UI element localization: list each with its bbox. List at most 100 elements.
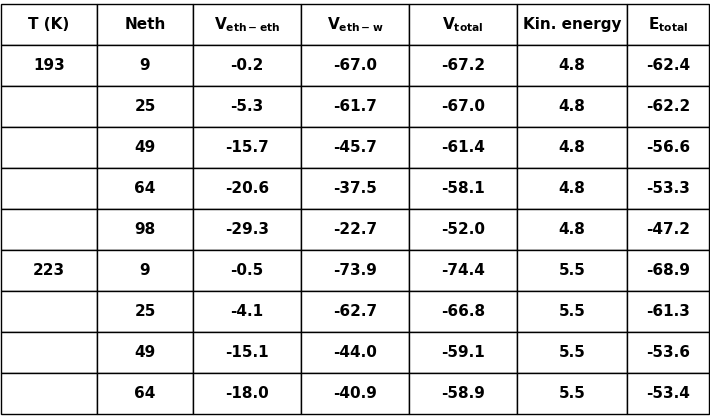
Text: -15.1: -15.1 [225,345,269,360]
Bar [409,4,517,45]
Bar [193,4,301,45]
Text: -29.3: -29.3 [225,222,269,237]
Bar [517,209,627,250]
Text: 49: 49 [134,140,155,155]
Bar [193,332,301,373]
Text: -61.7: -61.7 [333,99,377,114]
Bar [627,373,709,414]
Text: -44.0: -44.0 [333,345,377,360]
Bar [1,291,97,332]
Bar [193,209,301,250]
Bar [193,127,301,168]
Bar [301,291,409,332]
Text: -74.4: -74.4 [441,263,485,278]
Text: Neth: Neth [124,17,165,32]
Text: 64: 64 [134,386,155,401]
Bar [1,86,97,127]
Bar [627,86,709,127]
Text: 4.8: 4.8 [559,140,586,155]
Text: 4.8: 4.8 [559,99,586,114]
Text: 98: 98 [134,222,155,237]
Bar [97,250,193,291]
Text: 5.5: 5.5 [559,345,586,360]
Bar [517,373,627,414]
Text: -67.0: -67.0 [333,58,377,73]
Text: $\bf{E}$$\bf{_{total}}$: $\bf{E}$$\bf{_{total}}$ [648,15,688,34]
Text: -58.9: -58.9 [441,386,485,401]
Bar [97,45,193,86]
Text: 5.5: 5.5 [559,263,586,278]
Bar [97,127,193,168]
Text: -58.1: -58.1 [441,181,485,196]
Text: 49: 49 [134,345,155,360]
Bar [517,291,627,332]
Text: 193: 193 [33,58,65,73]
Text: 9: 9 [140,263,151,278]
Bar [193,291,301,332]
Bar [301,45,409,86]
Bar [517,127,627,168]
Bar [97,332,193,373]
Text: Kin. energy: Kin. energy [523,17,621,32]
Text: -62.4: -62.4 [646,58,690,73]
Bar [1,250,97,291]
Text: -56.6: -56.6 [646,140,690,155]
Text: $\bf{V}$$\bf{_{eth-eth}}$: $\bf{V}$$\bf{_{eth-eth}}$ [214,15,280,34]
Text: -73.9: -73.9 [333,263,377,278]
Bar [97,291,193,332]
Bar [193,86,301,127]
Text: -66.8: -66.8 [441,304,485,319]
Bar [301,168,409,209]
Bar [627,332,709,373]
Text: -22.7: -22.7 [333,222,377,237]
Text: 223: 223 [33,263,65,278]
Text: 25: 25 [134,304,155,319]
Bar [517,45,627,86]
Text: -52.0: -52.0 [441,222,485,237]
Text: 5.5: 5.5 [559,386,586,401]
Bar [517,86,627,127]
Bar [627,209,709,250]
Bar [301,250,409,291]
Bar [409,127,517,168]
Text: 4.8: 4.8 [559,58,586,73]
Text: -47.2: -47.2 [646,222,690,237]
Text: 4.8: 4.8 [559,181,586,196]
Bar [627,45,709,86]
Bar [301,373,409,414]
Bar [1,373,97,414]
Text: -45.7: -45.7 [333,140,377,155]
Bar [409,250,517,291]
Bar [1,45,97,86]
Bar [193,373,301,414]
Text: -59.1: -59.1 [441,345,485,360]
Text: -0.2: -0.2 [230,58,263,73]
Bar [1,4,97,45]
Text: -67.0: -67.0 [441,99,485,114]
Bar [301,332,409,373]
Text: -62.2: -62.2 [646,99,690,114]
Bar [1,168,97,209]
Bar [409,291,517,332]
Bar [1,127,97,168]
Text: $\bf{V}$$\bf{_{eth-w}}$: $\bf{V}$$\bf{_{eth-w}}$ [327,15,383,34]
Text: -18.0: -18.0 [225,386,269,401]
Bar [409,168,517,209]
Text: -53.4: -53.4 [646,386,690,401]
Text: 5.5: 5.5 [559,304,586,319]
Text: 64: 64 [134,181,155,196]
Bar [301,4,409,45]
Text: -53.6: -53.6 [646,345,690,360]
Bar [409,332,517,373]
Bar [97,86,193,127]
Bar [193,250,301,291]
Text: $\bf{V}$$\bf{_{total}}$: $\bf{V}$$\bf{_{total}}$ [442,15,484,34]
Bar [517,332,627,373]
Text: -61.3: -61.3 [646,304,690,319]
Bar [409,373,517,414]
Text: 25: 25 [134,99,155,114]
Text: -0.5: -0.5 [230,263,263,278]
Text: -68.9: -68.9 [646,263,690,278]
Bar [97,4,193,45]
Bar [97,209,193,250]
